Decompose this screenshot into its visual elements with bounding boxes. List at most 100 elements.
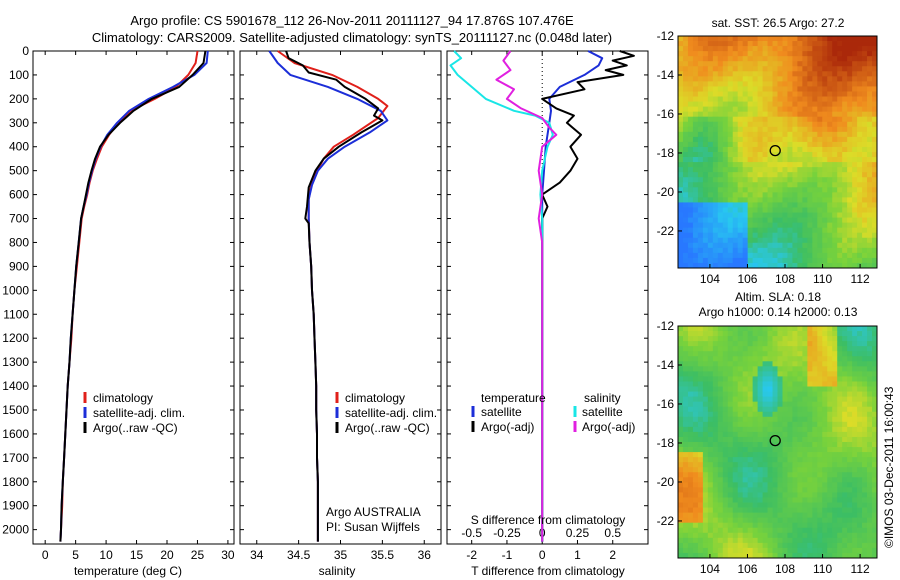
map-cell <box>817 416 823 423</box>
map-cell <box>692 436 699 443</box>
map-cell <box>802 197 808 203</box>
map-cell <box>687 152 694 158</box>
map-cell <box>857 187 863 193</box>
map-cell <box>802 227 808 234</box>
map-cell <box>792 182 798 188</box>
map-cell <box>867 101 873 108</box>
map-cell <box>827 356 833 362</box>
map-cell <box>842 121 848 128</box>
map-cell <box>747 76 754 82</box>
map-cell <box>727 187 734 193</box>
map-cell <box>687 106 694 113</box>
map-cell <box>737 341 744 347</box>
map-cell <box>712 197 719 203</box>
map-cell <box>837 197 843 203</box>
map-cell <box>767 162 773 168</box>
map-cell <box>797 366 803 372</box>
map-cell <box>807 522 813 529</box>
map-cell <box>722 136 729 143</box>
map-cell <box>837 106 843 113</box>
map-cell <box>777 447 783 453</box>
map-cell <box>802 512 808 519</box>
map-cell <box>832 56 838 62</box>
map-cell <box>742 91 749 97</box>
map-cell <box>752 257 759 264</box>
map-cell <box>722 81 729 87</box>
map-cell <box>727 252 734 259</box>
map-cell <box>757 96 763 102</box>
lat-tick-label: -18 <box>657 146 675 160</box>
map-cell <box>822 96 828 102</box>
map-cell <box>867 497 873 503</box>
map-cell <box>752 386 759 392</box>
map-cell <box>678 406 684 413</box>
map-cell <box>712 447 719 453</box>
map-cell <box>837 167 843 173</box>
map-cell <box>772 81 778 87</box>
map-cell <box>857 411 863 418</box>
map-cell <box>787 507 793 514</box>
map-cell <box>752 217 759 224</box>
map-cell <box>722 157 729 163</box>
map-cell <box>717 381 724 387</box>
map-cell <box>842 487 848 493</box>
map-cell <box>812 227 818 234</box>
map-cell <box>772 381 778 387</box>
map-cell <box>682 96 689 102</box>
map-cell <box>817 381 823 387</box>
map-cell <box>792 96 798 102</box>
depth-tick-label: 800 <box>9 235 29 249</box>
map-cell <box>797 381 803 387</box>
map-cell <box>867 507 873 514</box>
map-cell <box>787 232 793 239</box>
map-cell <box>717 247 724 254</box>
map-cell <box>807 356 813 362</box>
map-cell <box>832 162 838 168</box>
map-cell <box>832 172 838 178</box>
map-cell <box>762 247 768 254</box>
map-cell <box>832 421 838 428</box>
map-cell <box>727 131 734 138</box>
map-cell <box>852 106 858 113</box>
map-cell <box>842 396 848 403</box>
map-cell <box>832 431 838 438</box>
map-cell <box>812 472 818 478</box>
map-cell <box>737 326 744 332</box>
map-cell <box>792 502 798 508</box>
map-cell <box>687 56 694 62</box>
map-cell <box>847 237 853 244</box>
map-cell <box>822 162 828 168</box>
map-cell <box>767 247 773 254</box>
map-cell <box>807 71 813 77</box>
map-cell <box>827 542 833 549</box>
map-cell <box>752 136 759 143</box>
map-cell <box>837 502 843 508</box>
map-cell <box>862 56 868 62</box>
map-cell <box>837 61 843 67</box>
map-cell <box>747 497 754 503</box>
map-cell <box>687 227 694 234</box>
map-cell <box>692 41 699 47</box>
map-cell <box>678 167 684 173</box>
map-cell <box>832 187 838 193</box>
map-cell <box>827 532 833 539</box>
map-cell <box>797 376 803 382</box>
map-cell <box>727 462 734 468</box>
map-cell <box>832 41 838 47</box>
map-cell <box>682 336 689 342</box>
map-cell <box>767 386 773 392</box>
temperature-x-axis: 0 5 10 15 20 25 30 <box>42 51 235 562</box>
map-cell <box>727 522 734 529</box>
map-cell <box>687 502 694 508</box>
map-cell <box>732 396 739 403</box>
map-cell <box>762 507 768 514</box>
map-cell <box>827 61 833 67</box>
map-cell <box>747 416 754 423</box>
map-cell <box>697 116 704 123</box>
map-cell <box>782 436 788 443</box>
map-cell <box>717 331 724 337</box>
map-cell <box>747 146 754 153</box>
map-cell <box>847 51 853 57</box>
map-cell <box>742 162 749 168</box>
map-cell <box>852 101 858 108</box>
